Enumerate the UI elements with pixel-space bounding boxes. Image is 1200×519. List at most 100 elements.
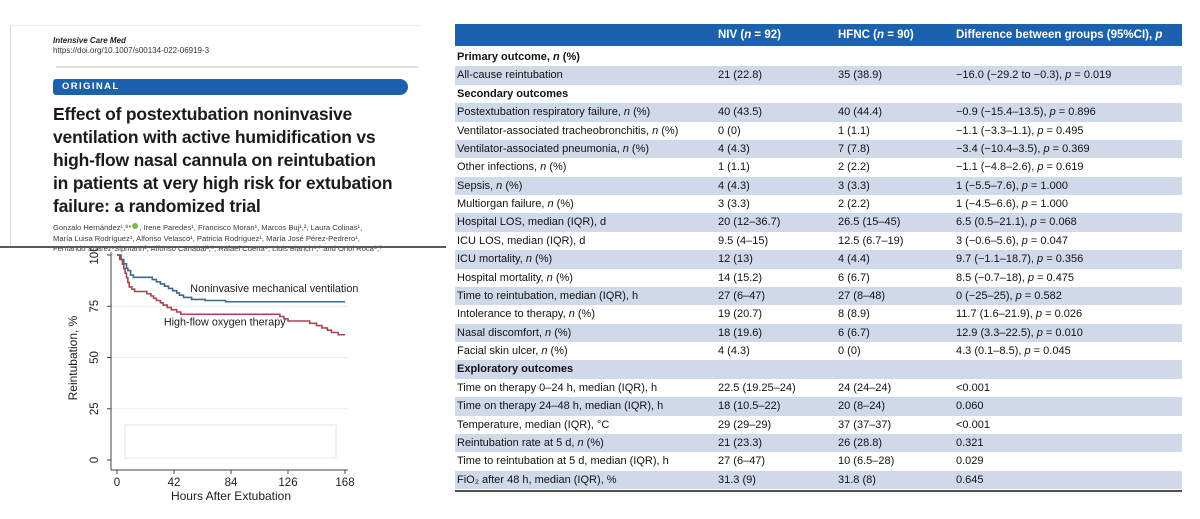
column-header: NIV (n = 92)	[718, 29, 781, 41]
paper-title-card: Intensive Care Med https://doi.org/10.10…	[10, 25, 421, 253]
hfnc-value	[838, 85, 956, 103]
km-chart: 0 42 84 126 168 0 25 50 75 100 Hours After Extubat…	[0, 245, 446, 514]
row-label: Hospital LOS, median (IQR), d	[457, 216, 607, 229]
niv-value: 4 (4.3)	[718, 142, 750, 155]
table-row: Time on therapy 24–48 h, median (IQR), h…	[455, 397, 1182, 416]
table-row: ICU LOS, median (IQR), d 9.5 (4–15) 12.5 (…	[455, 232, 1182, 250]
niv-value: 19 (20.7)	[718, 308, 763, 321]
difference-value: −1.1 (−4.8–2.6), p = 0.619	[956, 161, 1084, 174]
x-axis-title: Hours After Extubation	[171, 489, 291, 503]
difference-value: 3 (−0.6–5.6), p = 0.047	[956, 234, 1068, 247]
outcomes-table: NIV (n = 92) HFNC (n = 90) Difference betw…	[455, 24, 1182, 492]
niv-value	[718, 85, 838, 103]
hfnc-value: 37 (37–37)	[838, 418, 892, 431]
table-row: Hospital mortality, n (%) 14 (15.2) 6 (6.7…	[455, 269, 1182, 287]
table-row: Intolerance to therapy, n (%) 19 (20.7) 8 …	[455, 305, 1182, 323]
difference-value	[956, 48, 1182, 66]
author-line-2: María Luisa Rodríguez¹, Alfonso Velasco¹…	[53, 233, 360, 243]
first-author: Gonzalo Hernández¹,⁸*	[53, 223, 132, 232]
journal-name: Intensive Care Med	[53, 36, 126, 45]
row-label: Ventilator-associated tracheobronchitis,…	[457, 124, 679, 137]
table-row: Multiorgan failure, n (%) 3 (3.3) 2 (2.2) 1…	[455, 195, 1182, 213]
orcid-icon	[132, 223, 139, 229]
hfnc-value: 35 (38.9)	[838, 69, 883, 82]
difference-value: 12.9 (3.3–22.5), p = 0.010	[956, 326, 1083, 339]
paper-title-line: high-flow nasal cannula on reintubation	[53, 150, 376, 170]
difference-value: 1 (−5.5–7.6), p = 1.000	[956, 179, 1068, 192]
niv-value: 12 (13)	[718, 253, 753, 266]
table-row: Nasal discomfort, n (%) 18 (19.6) 6 (6.7) 1…	[455, 323, 1182, 342]
niv-value: 1 (1.1)	[718, 161, 750, 174]
hfnc-value: 0 (0)	[838, 345, 861, 357]
niv-value: 9.5 (4–15)	[718, 234, 769, 247]
paper-title-line: Effect of postextubation noninvasive	[53, 104, 353, 124]
niv-value: 20 (12–36.7)	[718, 216, 781, 229]
difference-value: 9.7 (−1.1–18.7), p = 0.356	[956, 253, 1084, 266]
y-tick-label: 25	[89, 402, 101, 415]
hfnc-value: 20 (8–24)	[838, 400, 886, 413]
author-line-1-rest: , Irene Paredes¹, Francisco Moran¹, Marc…	[139, 223, 363, 232]
hfnc-value: 6 (6.7)	[838, 326, 870, 339]
doi-link[interactable]: https://doi.org/10.1007/s00134-022-06919…	[53, 46, 210, 55]
at-risk-box	[124, 424, 337, 459]
paper-title: Effect of postextubation noninvasive ven…	[53, 103, 425, 218]
y-tick-label: 50	[89, 351, 101, 364]
hfnc-value: 3 (3.3)	[838, 179, 870, 192]
row-label: Reintubation rate at 5 d, n (%)	[457, 436, 604, 449]
y-axis-title: Reintubation, %	[66, 315, 80, 400]
row-label: Other infections, n (%)	[457, 161, 567, 174]
hfnc-value: 26.5 (15–45)	[838, 216, 901, 229]
difference-value: −0.9 (−15.4–13.5), p = 0.896	[956, 106, 1096, 119]
table-row: Ventilator-associated pneumonia, n (%) 4 …	[455, 139, 1182, 159]
x-tick-label: 42	[168, 477, 181, 489]
table-row: All-cause reintubation 21 (22.8) 35 (38.9)…	[455, 66, 1182, 85]
y-tick-label: 100	[89, 248, 101, 265]
table-row: Other infections, n (%) 1 (1.1) 2 (2.2) −1.…	[455, 158, 1182, 176]
difference-value: 11.7 (1.6–21.9), p = 0.026	[956, 308, 1083, 321]
table-section-row: Secondary outcomes	[455, 85, 1182, 103]
row-label: Nasal discomfort, n (%)	[457, 326, 572, 339]
row-label: Time to reintubation at 5 d, median (IQR…	[457, 455, 669, 468]
niv-value: 14 (15.2)	[718, 271, 763, 284]
row-label: Time on therapy 24–48 h, median (IQR), h	[457, 400, 664, 413]
series-label: High-flow oxygen therapy	[164, 317, 286, 329]
niv-value: 40 (43.5)	[718, 106, 763, 119]
outcomes-table-body: Primary outcome, n (%) All-cause reintuba…	[455, 48, 1182, 489]
niv-value: 3 (3.3)	[718, 198, 750, 210]
row-label: Multiorgan failure, n (%)	[457, 198, 574, 210]
hfnc-value	[838, 48, 956, 66]
difference-value: 8.5 (−0.7–18), p = 0.475	[956, 271, 1075, 284]
niv-value: 18 (19.6)	[718, 326, 763, 339]
niv-value: 4 (4.3)	[718, 345, 750, 357]
difference-value: 4.3 (0.1–8.5), p = 0.045	[956, 345, 1071, 357]
row-label: Time on therapy 0–24 h, median (IQR), h	[457, 381, 658, 394]
row-label: ICU mortality, n (%)	[457, 253, 553, 266]
niv-curve	[117, 254, 345, 303]
difference-value: 0.321	[956, 436, 984, 449]
difference-value: 0.060	[956, 400, 984, 413]
table-row: Postextubation respiratory failure, n (%…	[455, 103, 1182, 122]
difference-value: 1 (−4.5–6.6), p = 1.000	[956, 198, 1068, 210]
row-label: Sepsis, n (%)	[457, 179, 523, 192]
row-label: Time to reintubation, median (IQR), h	[457, 289, 639, 302]
km-plot: 0 42 84 126 168 0 25 50 75 100 Hours After Extubat…	[66, 245, 358, 503]
hfnc-value: 4 (4.4)	[838, 253, 870, 266]
column-header: HFNC (n = 90)	[838, 29, 914, 41]
table-bottom-edge	[455, 490, 1182, 492]
niv-value: 21 (23.3)	[718, 436, 763, 449]
row-label: Exploratory outcomes	[457, 363, 574, 376]
row-label: Temperature, median (IQR), °C	[457, 418, 610, 431]
difference-value	[956, 360, 1182, 378]
column-header: Difference between groups (95%CI), p	[956, 29, 1163, 41]
y-tick-label: 0	[89, 457, 101, 463]
table-section-row: Exploratory outcomes	[455, 360, 1182, 379]
hfnc-value: 8 (8.9)	[838, 308, 870, 321]
niv-value	[718, 360, 838, 378]
x-tick-label: 0	[114, 477, 120, 489]
niv-value: 29 (29–29)	[718, 418, 772, 431]
difference-value: 6.5 (0.5–21.1), p = 0.068	[956, 216, 1077, 229]
row-label: FiO₂ after 48 h, median (IQR), %	[457, 473, 617, 486]
table-row: Ventilator-associated tracheobronchitis,…	[455, 122, 1182, 140]
hfnc-value: 2 (2.2)	[838, 161, 870, 174]
hfnc-value: 40 (44.4)	[838, 106, 883, 119]
